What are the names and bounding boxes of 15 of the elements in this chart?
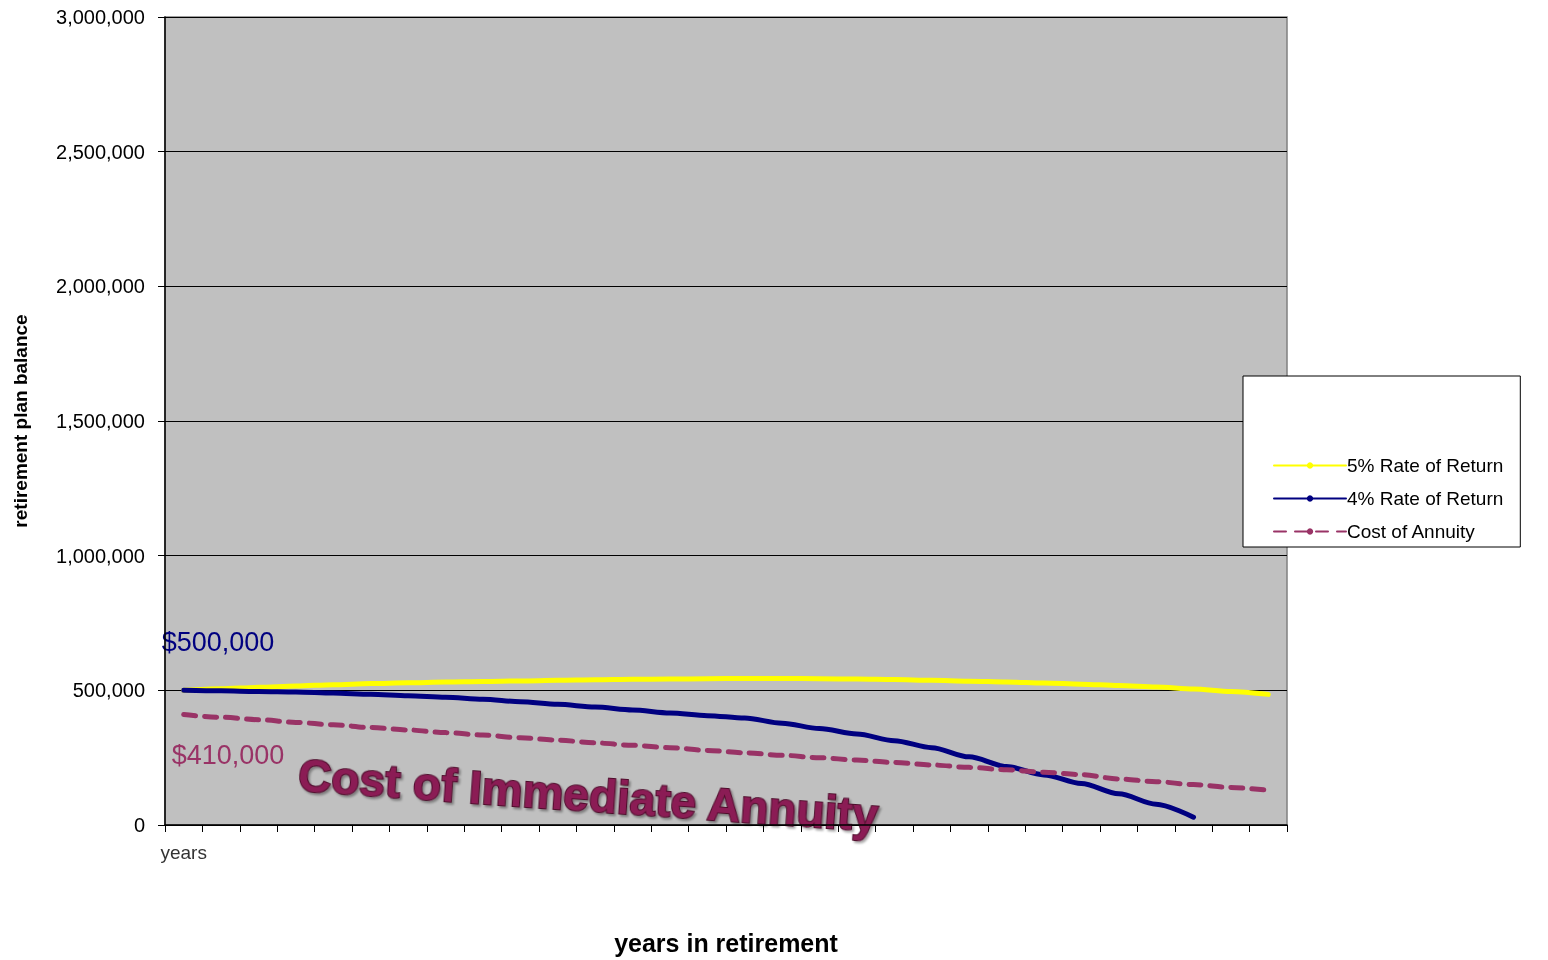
y-tick-label: 0 (133, 814, 145, 836)
annotation: $410,000 (171, 739, 285, 770)
legend-label: Cost of Annuity (1347, 521, 1476, 542)
y-tick-label: 500,000 (72, 679, 145, 702)
y-tick-label: 3,000,000 (56, 6, 145, 28)
legend-label: 5% Rate of Return (1347, 455, 1504, 476)
annotation: Cost of Immediate Annuity (296, 749, 881, 842)
legend-label: 4% Rate of Return (1347, 488, 1504, 509)
y-tick-label: 2,500,000 (56, 140, 145, 163)
x-tick-label: years (160, 842, 207, 863)
y-axis-title: retirement plan balance (10, 314, 31, 528)
y-tick-label: 2,000,000 (56, 275, 145, 298)
x-axis-title: years in retirement (614, 928, 839, 957)
y-tick-label: 1,500,000 (56, 410, 145, 432)
y-tick-label: 1,000,000 (56, 544, 145, 567)
